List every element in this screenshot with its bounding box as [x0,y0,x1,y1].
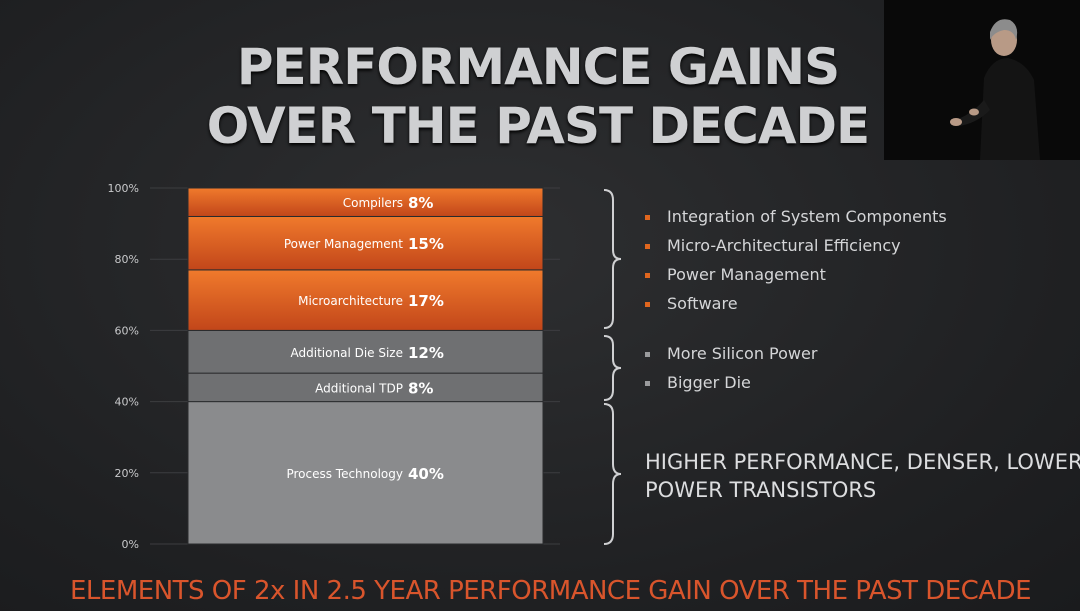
y-tick-label: 0% [122,538,139,551]
square-bullet-icon [645,381,650,386]
segment-value-label: 8% [408,379,433,397]
square-bullet-icon [645,273,650,278]
speaker-video-inset [884,0,1080,160]
segment-name-label: Additional TDP [315,381,403,395]
brace-gray-group [603,335,622,401]
segment-value-label: 12% [408,344,444,362]
bullet-item: Integration of System Components [645,207,947,236]
speaker-figure [884,0,1080,160]
bullet-text: Software [667,294,738,313]
bar-segment-compilers [187,187,544,217]
bar-segment-process-technology [187,401,544,545]
stacked-bar-chart: 0% 20% 40% 60% 80% 100% Process Technology 40%… [108,182,560,551]
bullet-text: More Silicon Power [667,344,818,363]
bullet-text: Bigger Die [667,373,751,392]
gray-bullet-list: More Silicon Power Bigger Die [645,344,817,402]
segment-value-label: 17% [408,292,444,310]
group-braces [603,189,622,545]
description-line2: POWER TRANSISTORS [645,478,877,502]
square-bullet-icon [645,215,650,220]
process-technology-description: HIGHER PERFORMANCE, DENSER, LOWER POWER … [645,448,1080,504]
segment-name-label: Microarchitecture [298,294,403,308]
square-bullet-icon [645,302,650,307]
bullet-text: Integration of System Components [667,207,947,226]
square-bullet-icon [645,244,650,249]
bar-segment-additional-die-size [187,329,544,374]
bullet-item: Micro-Architectural Efficiency [645,236,947,265]
segment-name-label: Process Technology [286,467,403,481]
y-tick-label: 20% [115,467,139,480]
slide-footer: ELEMENTS OF 2x IN 2.5 YEAR PERFORMANCE G… [70,576,1032,606]
y-tick-label: 40% [115,396,139,409]
y-tick-label: 60% [115,324,139,337]
brace-process-group [603,403,622,545]
description-line1: HIGHER PERFORMANCE, DENSER, LOWER [645,450,1080,474]
bullet-text: Micro-Architectural Efficiency [667,236,901,255]
segment-value-label: 40% [408,465,444,483]
bar-segment-microarchitecture [187,269,544,331]
bullet-text: Power Management [667,265,826,284]
slide-title-line2: OVER THE PAST DECADE [206,97,870,155]
orange-bullet-list: Integration of System Components Micro-A… [645,207,947,323]
bullet-item: Bigger Die [645,373,817,402]
segment-value-label: 8% [408,194,433,212]
bullet-item: More Silicon Power [645,344,817,373]
segment-value-label: 15% [408,235,444,253]
square-bullet-icon [645,352,650,357]
bar-segment-power-management [187,215,544,271]
segment-name-label: Additional Die Size [291,346,403,360]
segment-name-label: Power Management [284,237,403,251]
slide-title-line1: PERFORMANCE GAINS [236,38,840,96]
bullet-item: Software [645,294,947,323]
bullet-item: Power Management [645,265,947,294]
y-tick-label: 80% [115,253,139,266]
brace-orange-group [603,189,622,329]
y-tick-label: 100% [108,182,139,195]
segment-name-label: Compilers [343,196,403,210]
